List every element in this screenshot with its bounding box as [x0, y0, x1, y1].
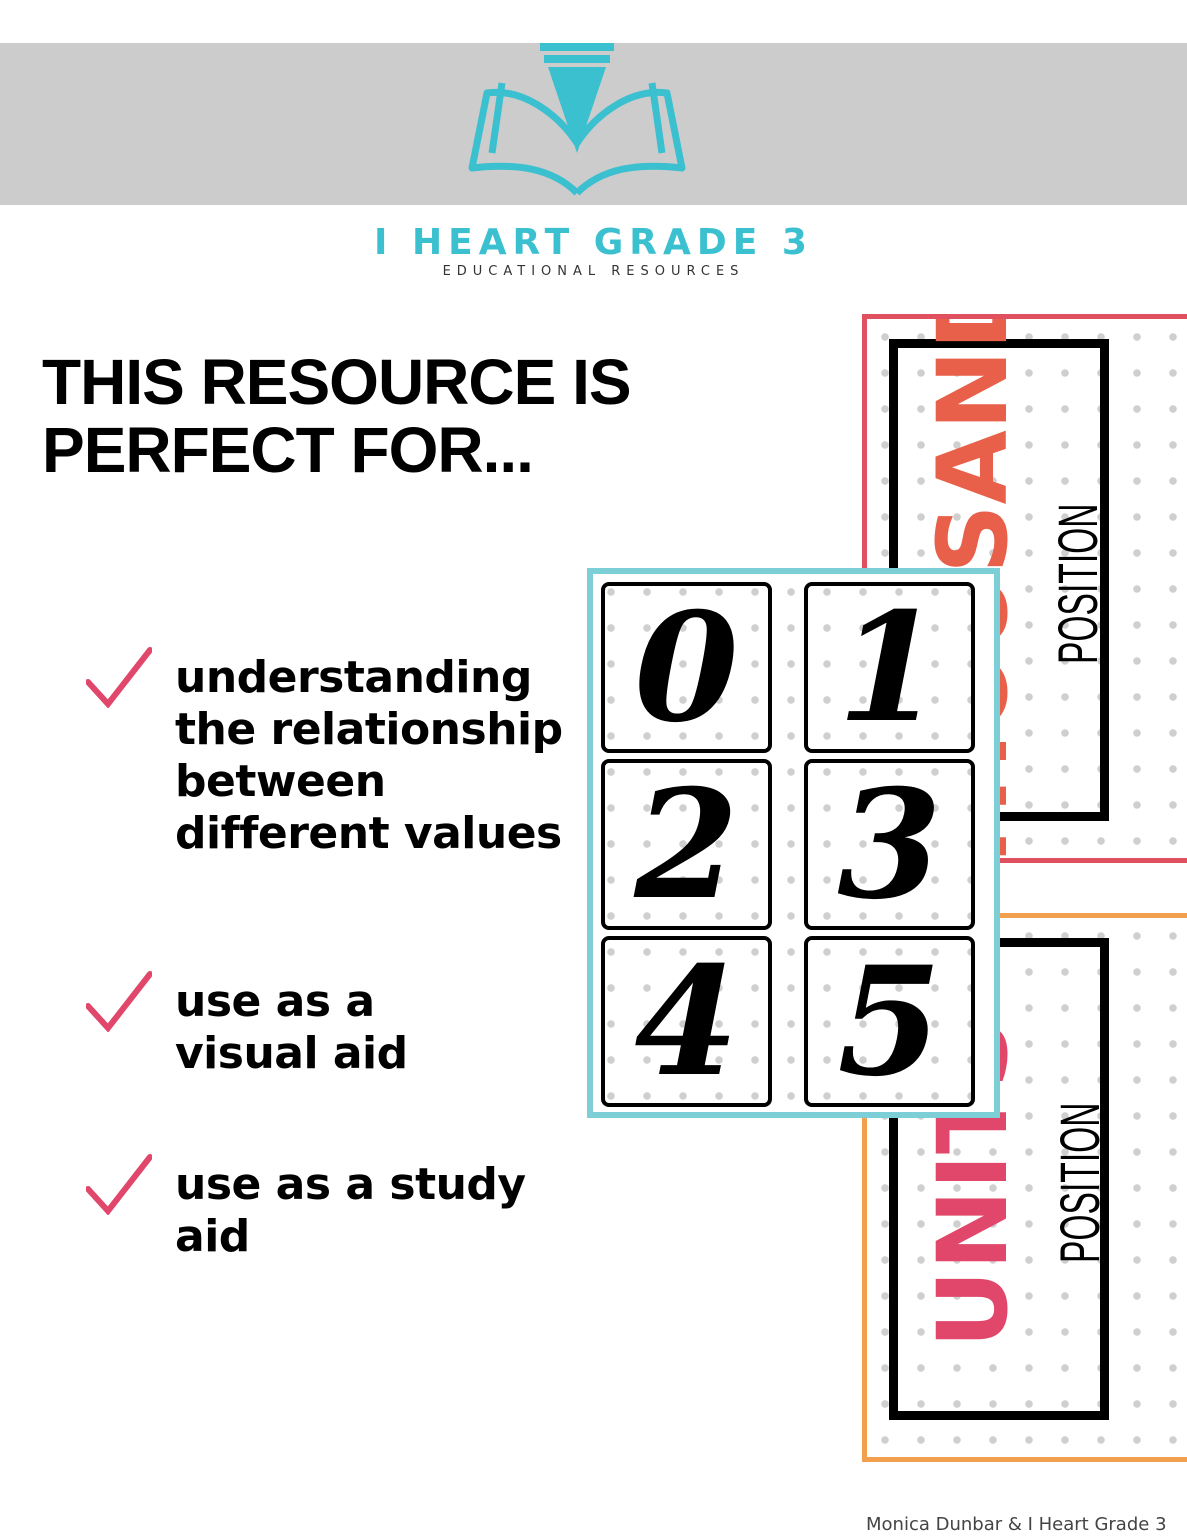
brand-title: I HEART GRADE 3	[374, 222, 813, 263]
item-line: understanding	[175, 652, 532, 703]
units-card: UNITS POSITION	[862, 913, 1187, 1462]
footer-credit: Monica Dunbar & I Heart Grade 3	[866, 1514, 1167, 1535]
digit-card: 5	[804, 934, 975, 1110]
digit-card: 0	[601, 580, 772, 756]
headline-line: PERFECT FOR...	[42, 414, 534, 486]
digit-card: 4	[601, 934, 772, 1110]
open-book-pen-icon	[468, 43, 686, 196]
item-line: between	[175, 756, 386, 807]
item-line: aid	[175, 1211, 250, 1262]
headline: THIS RESOURCE IS PERFECT FOR...	[42, 346, 632, 486]
item-line: visual aid	[175, 1028, 408, 1079]
list-item: understanding the relationship between d…	[175, 652, 563, 860]
digit-card: 1	[804, 580, 975, 756]
headline-line: THIS RESOURCE IS	[42, 346, 632, 418]
card-label: POSITION	[1046, 503, 1109, 664]
card-label: POSITION	[1048, 1102, 1111, 1263]
checkmark-icon	[86, 971, 152, 1032]
digit-cards: 0 1 2 3 4 5	[587, 568, 1000, 1118]
list-item: use as a study aid	[175, 1159, 526, 1263]
brand-subtitle: EDUCATIONAL RESOURCES	[442, 264, 745, 279]
item-line: the relationship	[175, 704, 563, 755]
item-line: use as a study	[175, 1159, 526, 1210]
item-line: use as a	[175, 976, 375, 1027]
digit-card: 3	[804, 757, 975, 933]
digit-card: 2	[601, 757, 772, 933]
item-line: different values	[175, 808, 562, 859]
checkmark-icon	[86, 1154, 152, 1215]
checkmark-icon	[86, 647, 152, 708]
list-item: use as a visual aid	[175, 976, 408, 1080]
